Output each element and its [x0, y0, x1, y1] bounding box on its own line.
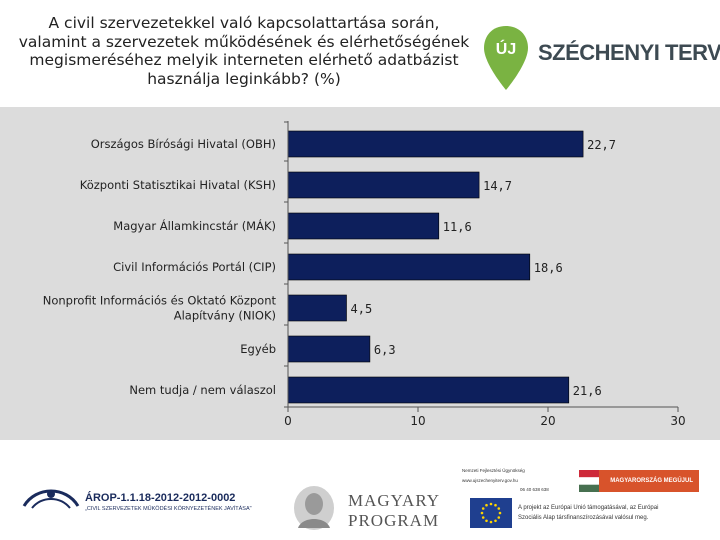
- bar-6: [287, 376, 570, 404]
- eu-support-line-1: A projekt az Európai Unió támogatásával,…: [518, 505, 659, 511]
- nfu-phone: 06 40 638 638: [520, 487, 549, 492]
- bar-chart: 22,7 Országos Bírósági Hivatal (OBH) 14,7 K…: [43, 121, 686, 428]
- category-label-3: Civil Információs Portál (CIP): [113, 260, 276, 274]
- data-label-1: 14,7: [483, 179, 512, 193]
- x-tick-label-2: 20: [540, 414, 555, 428]
- logo-badge-text: ÚJ: [496, 39, 516, 58]
- bar-5: [287, 335, 371, 363]
- category-label-5: Egyéb: [240, 342, 276, 356]
- category-label-6: Nem tudja / nem válaszol: [129, 383, 276, 397]
- arop-code: ÁROP-1.1.18-2012-2012-0002: [85, 492, 236, 504]
- footer: ÁROP-1.1.18-2012-2012-0002 „CIVIL SZERVE…: [0, 450, 720, 540]
- arop-logo-icon: [22, 489, 80, 509]
- hungarian-flag-icon: [579, 470, 599, 492]
- category-label-4-line-0: Nonprofit Információs és Oktató Központ: [43, 294, 277, 308]
- bar-4: [287, 294, 347, 322]
- nfu-name: Nemzeti Fejlesztési Ügynökség: [462, 468, 525, 473]
- map-pin-icon: ÚJ: [484, 26, 528, 90]
- nfu-web: www.ujszechenyiterv.gov.hu: [462, 478, 518, 483]
- data-label-6: 21,6: [573, 384, 602, 398]
- chart-title: A civil szervezetekkel való kapcsolattar…: [18, 14, 470, 88]
- data-label-3: 18,6: [534, 261, 563, 275]
- bar-1: [287, 171, 480, 199]
- category-label-0: Országos Bírósági Hivatal (OBH): [91, 137, 276, 151]
- category-label-1: Központi Statisztikai Hivatal (KSH): [80, 178, 276, 192]
- data-label-2: 11,6: [443, 220, 472, 234]
- magyary-portrait-icon: [294, 486, 334, 530]
- category-label-2: Magyar Államkincstár (MÁK): [113, 218, 276, 233]
- x-tick-label-0: 0: [284, 414, 292, 428]
- szechenyi-terv-logo: ÚJ SZÉCHENYI TERV: [480, 22, 720, 102]
- bar-2: [287, 212, 440, 240]
- data-label-4: 4,5: [351, 302, 373, 316]
- data-label-0: 22,7: [587, 138, 616, 152]
- category-label-4-line-1: Alapítvány (NIOK): [174, 309, 276, 323]
- magyary-title-1: MAGYARY: [348, 491, 441, 510]
- chart-panel: 22,7 Országos Bírósági Hivatal (OBH) 14,7 K…: [0, 107, 720, 440]
- bar-3: [287, 253, 531, 281]
- eu-support-line-2: Szociális Alap társfinanszírozásával val…: [518, 515, 649, 521]
- arop-subtitle: „CIVIL SZERVEZETEK MŰKÖDÉSI KÖRNYEZETÉNE…: [85, 506, 252, 512]
- x-tick-label-3: 30: [670, 414, 685, 428]
- eu-flag-icon: [470, 498, 512, 528]
- magyarorszag-megujul-badge: MAGYARORSZÁG MEGÚJUL: [599, 470, 699, 492]
- bar-0: [287, 130, 584, 158]
- logo-brand-text: SZÉCHENYI TERV: [538, 40, 720, 65]
- data-label-5: 6,3: [374, 343, 396, 357]
- x-tick-label-1: 10: [410, 414, 425, 428]
- magyary-title-2: PROGRAM: [348, 511, 440, 530]
